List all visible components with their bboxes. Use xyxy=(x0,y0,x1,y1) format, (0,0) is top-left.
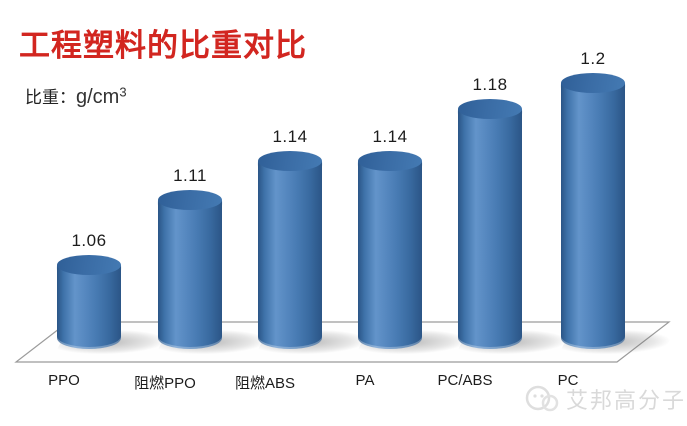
bar-value-label: 1.18 xyxy=(472,75,508,94)
y-axis-label: 比重：g/cm3 xyxy=(25,83,127,109)
watermark-text: 艾邦高分子 xyxy=(566,388,687,413)
category-label: PPO xyxy=(48,372,80,389)
bar-cylinder xyxy=(357,151,423,349)
cylinder-top-ellipse xyxy=(57,255,121,275)
chart-title: 工程塑料的比重对比 xyxy=(19,28,307,63)
cylinder-body xyxy=(458,109,522,349)
cylinder-body xyxy=(358,161,422,349)
bar-value-label: 1.14 xyxy=(372,127,408,146)
cylinder-top-ellipse xyxy=(258,151,322,171)
bar-cylinder xyxy=(257,151,323,349)
cylinder-body xyxy=(258,161,322,349)
bar-cylinder xyxy=(157,190,223,349)
bar-value-label: 1.06 xyxy=(71,231,107,250)
cylinder-body xyxy=(158,200,222,349)
watermark: 艾邦高分子 xyxy=(524,383,686,415)
aibang-logo-icon xyxy=(525,385,559,412)
cylinder-top-ellipse xyxy=(561,73,625,93)
cylinder-top-ellipse xyxy=(458,99,522,119)
y-axis-unit: g/cm xyxy=(76,86,120,108)
bar-cylinder xyxy=(457,99,523,349)
y-axis-exponent: 3 xyxy=(119,84,127,100)
category-label: PC xyxy=(557,372,579,389)
cylinder-body xyxy=(57,265,121,349)
category-label: PC/ABS xyxy=(437,372,493,389)
bar-value-label: 1.14 xyxy=(272,127,308,146)
category-label: 阻燃PPO xyxy=(134,375,196,392)
bar-cylinder xyxy=(560,73,626,349)
bar-cylinder xyxy=(56,255,122,349)
bar-value-label: 1.2 xyxy=(580,49,606,68)
y-axis-label-cn: 比重： xyxy=(25,88,76,107)
bar-value-label: 1.11 xyxy=(173,166,207,185)
cylinder-top-ellipse xyxy=(358,151,422,171)
category-label: 阻燃ABS xyxy=(234,375,295,392)
category-label: PA xyxy=(355,372,375,389)
cylinder-body xyxy=(561,83,625,349)
cylinder-top-ellipse xyxy=(158,190,222,210)
